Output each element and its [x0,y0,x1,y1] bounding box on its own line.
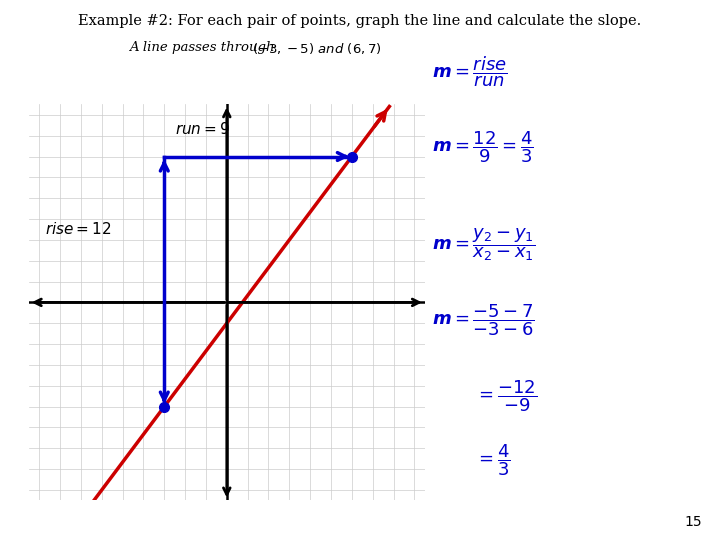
Text: Example #2: For each pair of points, graph the line and calculate the slope.: Example #2: For each pair of points, gra… [78,14,642,28]
Text: $= \dfrac{4}{3}$: $= \dfrac{4}{3}$ [475,443,510,478]
Text: $\boldsymbol{m} = \dfrac{\mathit{rise}}{\mathit{run}}$: $\boldsymbol{m} = \dfrac{\mathit{rise}}{… [432,54,508,89]
Text: A line passes through: A line passes through [129,40,274,53]
Text: $\boldsymbol{m} = \dfrac{y_2 - y_1}{x_2 - x_1}$: $\boldsymbol{m} = \dfrac{y_2 - y_1}{x_2 … [432,227,535,264]
Text: $run = 9$: $run = 9$ [175,122,230,137]
Text: $\boldsymbol{m} = \dfrac{12}{9} = \dfrac{4}{3}$: $\boldsymbol{m} = \dfrac{12}{9} = \dfrac… [432,130,534,165]
Text: $(-3,-5)\ \mathit{and}\ (6,7)$: $(-3,-5)\ \mathit{and}\ (6,7)$ [252,40,382,56]
Text: $rise = 12$: $rise = 12$ [45,221,112,238]
Text: $= \dfrac{-12}{-9}$: $= \dfrac{-12}{-9}$ [475,378,537,414]
Text: 15: 15 [685,515,702,529]
Text: $\boldsymbol{m} = \dfrac{-5 - 7}{-3 - 6}$: $\boldsymbol{m} = \dfrac{-5 - 7}{-3 - 6}… [432,302,535,338]
